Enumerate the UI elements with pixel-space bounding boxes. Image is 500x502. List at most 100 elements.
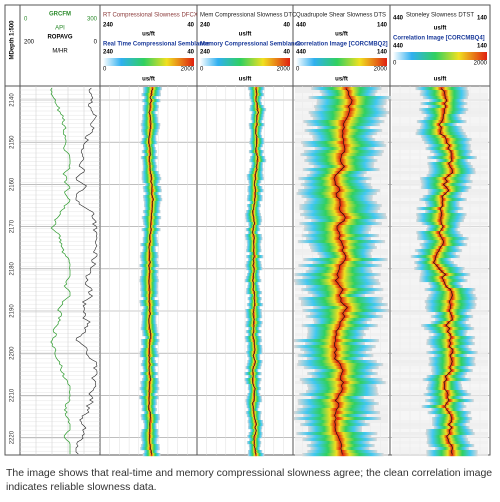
image-row xyxy=(246,405,260,409)
image-row xyxy=(308,231,369,235)
color-bar-max: 2000 xyxy=(474,61,488,67)
image-row xyxy=(141,417,160,421)
image-row xyxy=(246,441,262,445)
image-row xyxy=(249,156,266,160)
image-row xyxy=(307,387,378,391)
image-row xyxy=(300,423,370,427)
image-row xyxy=(300,303,388,307)
image-row xyxy=(248,390,260,394)
image-scale-left: 440 xyxy=(296,50,307,56)
unit: us/ft xyxy=(434,26,447,32)
image-row xyxy=(428,444,475,448)
scale-right: 140 xyxy=(377,23,388,29)
image-row xyxy=(426,309,472,313)
image-row xyxy=(432,420,470,424)
image-row xyxy=(299,378,383,382)
image-row xyxy=(298,189,381,193)
color-bar-unit: us/ft xyxy=(142,77,155,83)
image-row xyxy=(142,117,159,121)
image-row xyxy=(419,243,468,247)
color-bar-max: 2000 xyxy=(277,67,291,73)
image-row xyxy=(140,252,159,256)
image-row xyxy=(294,279,379,283)
image-row xyxy=(426,453,478,457)
curve-unit: M/HR xyxy=(52,49,68,55)
depth-label: 2160 xyxy=(10,177,16,191)
image-row xyxy=(140,285,158,289)
scale-left: 440 xyxy=(296,23,307,29)
scale-left: 240 xyxy=(200,23,211,29)
image-row xyxy=(420,135,468,139)
image-row xyxy=(245,339,263,343)
image-row xyxy=(430,396,464,400)
image-row xyxy=(142,453,161,457)
image-row xyxy=(425,432,475,436)
color-bar-unit: us/ft xyxy=(239,77,252,83)
image-row xyxy=(143,411,156,415)
image-row xyxy=(300,141,385,145)
image-row xyxy=(427,156,477,160)
image-row xyxy=(296,192,377,196)
image-row xyxy=(246,240,262,244)
image-row xyxy=(250,117,264,121)
image-row xyxy=(250,429,262,433)
image-row xyxy=(428,282,461,286)
image-row xyxy=(427,162,471,166)
image-row xyxy=(421,405,467,409)
image-row xyxy=(248,192,262,196)
image-row xyxy=(428,357,476,361)
image-row xyxy=(303,351,367,355)
image-row xyxy=(313,165,374,169)
slowness-curve xyxy=(333,88,353,455)
image-row xyxy=(302,309,390,313)
depth-label: 2200 xyxy=(10,346,16,360)
image-row xyxy=(249,141,265,145)
image-row xyxy=(303,414,367,418)
image-row xyxy=(426,441,471,445)
image-row xyxy=(304,186,373,190)
image-row xyxy=(142,330,158,334)
image-row xyxy=(143,369,156,373)
image-row xyxy=(433,333,467,337)
image-row xyxy=(297,363,384,367)
image-row xyxy=(420,123,457,127)
image-row xyxy=(312,294,366,298)
image-row xyxy=(141,408,157,412)
image-row xyxy=(142,246,156,250)
image-row xyxy=(419,126,463,130)
curve-name: ROPAVG xyxy=(47,35,72,41)
image-row xyxy=(304,201,378,205)
image-row xyxy=(423,327,475,331)
image-row xyxy=(143,450,158,454)
image-row xyxy=(247,360,263,364)
scale-left: 440 xyxy=(393,16,404,22)
rop-curve xyxy=(75,87,98,455)
image-row xyxy=(245,291,263,295)
image-row xyxy=(140,372,159,376)
image-row xyxy=(140,390,159,394)
image-row xyxy=(245,399,263,403)
image-row xyxy=(143,234,157,238)
image-row xyxy=(314,147,375,151)
image-title: Correlation Image [CORCMBQ4] xyxy=(393,36,485,42)
image-row xyxy=(301,195,373,199)
image-row xyxy=(247,369,259,373)
image-row xyxy=(427,225,460,229)
image-row xyxy=(420,102,468,106)
image-row xyxy=(433,153,471,157)
image-row xyxy=(303,120,385,124)
image-row xyxy=(141,273,158,277)
image-row xyxy=(426,450,478,454)
image-row xyxy=(143,198,163,202)
image-row xyxy=(310,441,370,445)
image-row xyxy=(250,132,262,136)
image-row xyxy=(415,132,466,136)
image-row xyxy=(300,348,373,352)
image-row xyxy=(421,111,467,115)
caption: The image shows that real-time and memor… xyxy=(6,467,493,493)
image-row xyxy=(428,294,476,298)
image-row xyxy=(142,237,158,241)
image-row xyxy=(418,258,451,262)
image-row xyxy=(305,342,365,346)
image-row xyxy=(245,276,261,280)
